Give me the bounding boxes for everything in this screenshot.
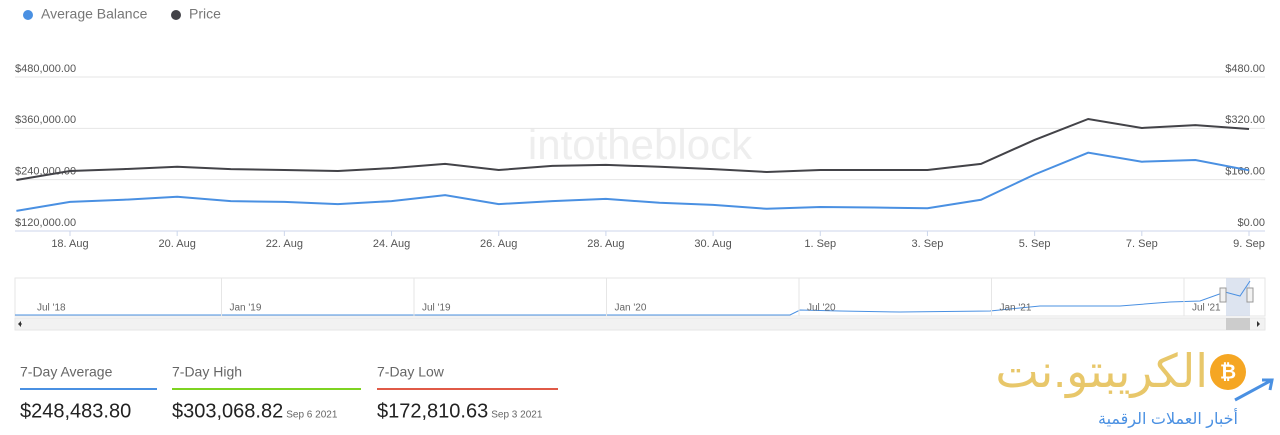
series-line <box>16 117 1250 181</box>
y-tick-label: $120,000.00 <box>15 217 76 229</box>
stat-value: $303,068.82 <box>172 400 283 422</box>
series-line <box>16 151 1250 212</box>
handle-right[interactable] <box>1246 287 1254 303</box>
x-tick-label: 22. Aug <box>266 238 303 250</box>
stat-title: 7-Day High <box>172 364 242 380</box>
navigator-label: Jan '19 <box>230 303 262 314</box>
stat-title: 7-Day Low <box>377 364 445 380</box>
scroll-right[interactable] <box>1257 321 1260 327</box>
y2-tick-label: $480.00 <box>1225 63 1265 75</box>
y2-tick-label: $320.00 <box>1225 114 1265 126</box>
scrollbar-thumb[interactable] <box>1226 318 1250 330</box>
x-tick-label: 18. Aug <box>51 238 88 250</box>
legend-marker <box>23 10 33 20</box>
scrollbar[interactable] <box>14 317 1266 331</box>
navigator-selection <box>1226 278 1250 316</box>
x-tick-label: 7. Sep <box>1126 238 1158 250</box>
y-tick-label: $360,000.00 <box>15 114 76 126</box>
navigator-label: Jul '21 <box>1192 303 1221 314</box>
x-tick-label: 28. Aug <box>587 238 624 250</box>
logo-icon-symbol: ₿ <box>1220 361 1236 383</box>
x-tick-label: 26. Aug <box>480 238 517 250</box>
navigator-label: Jul '19 <box>422 303 451 314</box>
logo-icon <box>1210 354 1246 390</box>
x-tick-label: 3. Sep <box>912 238 944 250</box>
x-tick-label: 1. Sep <box>804 238 836 250</box>
stat-date: Sep 6 2021 <box>286 410 338 421</box>
handle-left[interactable] <box>1219 287 1227 303</box>
navigator-label: Jul '20 <box>807 303 836 314</box>
stat-date: Sep 3 2021 <box>491 410 543 421</box>
navigator-label: Jul '18 <box>37 303 66 314</box>
logo-arrow <box>1234 378 1274 402</box>
logo-tagline: أخبار العملات الرقمية <box>1098 408 1238 429</box>
stat-value: $172,810.63 <box>377 400 488 422</box>
watermark: intotheblock <box>528 121 753 168</box>
legend-marker <box>171 10 181 20</box>
x-tick-label: 5. Sep <box>1019 238 1051 250</box>
legend-label: Price <box>189 6 221 22</box>
navigator-frame <box>14 277 1266 317</box>
logo-name: الكريبتو.نت <box>995 345 1208 399</box>
stat-title: 7-Day Average <box>20 364 113 380</box>
y-tick-label: $240,000.00 <box>15 166 76 178</box>
y-tick-label: $480,000.00 <box>15 63 76 75</box>
navigator-label: Jan '21 <box>1000 303 1032 314</box>
x-tick-label: 24. Aug <box>373 238 410 250</box>
navigator-label: Jan '20 <box>615 303 647 314</box>
legend-label: Average Balance <box>41 6 148 22</box>
x-tick-label: 20. Aug <box>159 238 196 250</box>
x-tick-label: 9. Sep <box>1233 238 1265 250</box>
x-tick-label: 30. Aug <box>694 238 731 250</box>
scroll-left-arrow[interactable] <box>18 321 21 327</box>
y2-tick-label: $0.00 <box>1237 217 1265 229</box>
stat-value: $248,483.80 <box>20 400 131 422</box>
